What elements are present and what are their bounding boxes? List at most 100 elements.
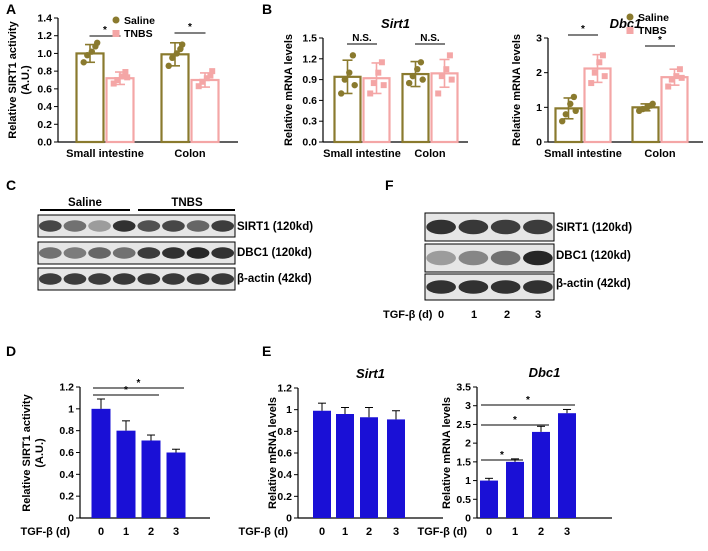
blot-c-dbc1-band bbox=[211, 247, 235, 259]
x-tick-label: 3 bbox=[564, 526, 570, 538]
bar-day-1 bbox=[116, 430, 136, 518]
data-point-tnbs bbox=[446, 52, 453, 59]
data-point-tnbs bbox=[588, 80, 595, 87]
legend-marker-saline bbox=[112, 16, 120, 24]
y-axis-label: Relative mRNA levels bbox=[267, 397, 279, 509]
data-point-saline bbox=[179, 41, 186, 48]
chart-title: Sirt1 bbox=[356, 366, 385, 381]
blot-f-dbc1-band bbox=[458, 250, 489, 266]
y-tick-label: 1.2 bbox=[59, 382, 74, 394]
data-point-tnbs bbox=[110, 80, 117, 87]
blot-c-actin-label: β-actin (42kd) bbox=[237, 273, 312, 285]
blot-c-dbc1-label: DBC1 (120kd) bbox=[237, 247, 312, 259]
bar-day-1 bbox=[506, 461, 524, 518]
data-point-saline bbox=[351, 81, 358, 89]
data-point-saline bbox=[169, 54, 176, 62]
legend-marker-tnbs bbox=[626, 27, 634, 34]
data-point-saline bbox=[562, 111, 569, 118]
data-point-tnbs bbox=[378, 59, 385, 66]
blot-f-sirt1-label: SIRT1 (120kd) bbox=[556, 222, 632, 234]
y-tick-label: 0.8 bbox=[37, 66, 52, 78]
panel-label-e: E bbox=[262, 343, 271, 359]
data-point-saline bbox=[94, 39, 101, 46]
blot-f-actin-band bbox=[426, 280, 456, 294]
x-category-label: Colon bbox=[414, 148, 445, 160]
blot-c-sirt1-band bbox=[88, 220, 111, 232]
blot-c-actin-frame bbox=[37, 267, 236, 291]
x-tick-label: 0 bbox=[319, 526, 325, 538]
blot-c-sirt1-band bbox=[137, 220, 161, 232]
x-axis-label: TGF-β (d) bbox=[21, 526, 71, 538]
bar-day-0 bbox=[91, 408, 111, 518]
legend-label-tnbs: TNBS bbox=[638, 25, 667, 37]
blot-f-dbc1-band bbox=[490, 250, 521, 266]
y-tick-label: 0.0 bbox=[302, 137, 317, 149]
western-blot-c: Saline TNBS SIRT1 (120kd) DBC1 (120kd) β… bbox=[37, 197, 313, 291]
data-point-tnbs bbox=[665, 83, 672, 90]
x-category-label: Small intestine bbox=[323, 148, 401, 160]
panel-label-a: A bbox=[6, 1, 16, 17]
x-tick-label: 3 bbox=[173, 526, 179, 538]
y-tick-label: 0.4 bbox=[37, 101, 52, 113]
x-category-label: Small intestine bbox=[544, 148, 622, 160]
bar-day-3 bbox=[387, 419, 405, 518]
panel-label-f: F bbox=[385, 177, 394, 193]
y-tick-label: 3.5 bbox=[456, 382, 471, 394]
blot-f-dbc1-band bbox=[426, 250, 456, 266]
data-point-tnbs bbox=[370, 80, 377, 87]
bar-day-1 bbox=[336, 414, 354, 518]
data-point-tnbs bbox=[596, 59, 603, 66]
x-category-label: Colon bbox=[174, 148, 205, 160]
data-point-saline bbox=[341, 76, 348, 83]
y-tick-label: 1 bbox=[68, 403, 74, 415]
blot-c-actin-band bbox=[211, 273, 235, 285]
bar-day-3 bbox=[558, 413, 576, 518]
y-tick-label: 2.5 bbox=[456, 419, 471, 431]
x-tick-label: 2 bbox=[538, 526, 544, 538]
chart-b-dbc1-mrna: 0 1 2 3 Relative mRNA levels Dbc1 Small intest… bbox=[511, 12, 703, 160]
data-point-tnbs bbox=[599, 52, 606, 59]
x-category-label: Colon bbox=[644, 148, 675, 160]
blot-c-sirt1-label: SIRT1 (120kd) bbox=[237, 221, 313, 233]
y-tick-label: 0 bbox=[286, 513, 292, 525]
data-point-saline bbox=[567, 100, 574, 108]
y-tick-label: 1 bbox=[286, 404, 292, 416]
blot-f-sirt1-band bbox=[458, 219, 489, 235]
bar-saline bbox=[160, 53, 190, 144]
legend-label-saline: Saline bbox=[638, 12, 669, 24]
y-tick-label: 1.2 bbox=[277, 383, 292, 395]
blot-f-dbc1-label: DBC1 (120kd) bbox=[556, 250, 631, 262]
chart-title: Sirt1 bbox=[381, 16, 410, 31]
data-point-tnbs bbox=[207, 72, 214, 79]
western-blot-f: SIRT1 (120kd) DBC1 (120kd) β-actin (42kd… bbox=[383, 212, 632, 321]
data-point-saline bbox=[559, 118, 566, 125]
y-tick-label: 0.6 bbox=[302, 95, 317, 107]
y-tick-label: 0.3 bbox=[302, 116, 317, 128]
bar-tnbs bbox=[190, 78, 220, 144]
x-axis-label: TGF-β (d) bbox=[418, 526, 468, 538]
data-point-tnbs bbox=[678, 74, 685, 81]
data-point-saline bbox=[570, 93, 578, 101]
y-tick-label: 0.8 bbox=[59, 425, 74, 437]
blot-f-xlabel: TGF-β (d) bbox=[383, 309, 433, 321]
data-point-saline bbox=[649, 100, 656, 108]
data-point-saline bbox=[346, 69, 353, 76]
data-point-saline bbox=[165, 62, 172, 70]
x-tick-label: 1 bbox=[123, 526, 129, 538]
panel-label-b: B bbox=[262, 1, 272, 17]
data-point-tnbs bbox=[124, 74, 131, 81]
data-point-tnbs bbox=[435, 90, 442, 97]
bar-day-3 bbox=[166, 452, 186, 518]
blot-c-dbc1-band bbox=[112, 247, 136, 259]
chart-title: Dbc1 bbox=[610, 16, 642, 31]
data-point-tnbs bbox=[118, 73, 125, 80]
y-tick-label: 0.2 bbox=[37, 119, 52, 131]
data-point-saline bbox=[419, 76, 426, 83]
blot-c-sirt1-band bbox=[211, 220, 235, 232]
y-tick-label: 2 bbox=[465, 438, 471, 450]
y-tick-label: 1 bbox=[536, 102, 542, 114]
y-tick-label: 0.2 bbox=[277, 491, 292, 503]
y-tick-label: 0.0 bbox=[37, 137, 52, 149]
